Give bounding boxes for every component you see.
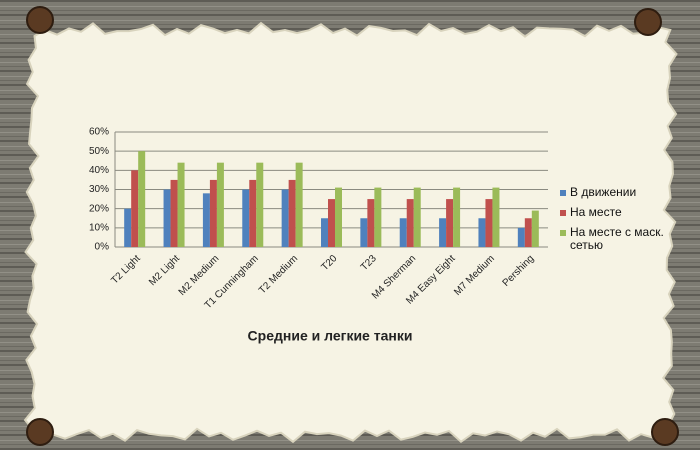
bar bbox=[478, 218, 486, 247]
bar bbox=[216, 162, 224, 247]
bar bbox=[202, 193, 210, 247]
bar bbox=[138, 151, 146, 247]
bar bbox=[335, 187, 342, 247]
bar bbox=[492, 187, 500, 247]
bar bbox=[288, 179, 296, 247]
bar bbox=[439, 218, 447, 247]
bar bbox=[360, 218, 368, 247]
bar bbox=[485, 199, 493, 247]
bar bbox=[281, 189, 289, 247]
bar bbox=[374, 187, 382, 247]
y-tick-label: 50% bbox=[89, 146, 109, 157]
legend-swatch bbox=[560, 210, 566, 216]
y-tick-label: 40% bbox=[89, 165, 109, 176]
y-tick-label: 10% bbox=[89, 222, 109, 233]
bar bbox=[406, 199, 414, 247]
bar bbox=[209, 179, 217, 247]
bar bbox=[328, 199, 335, 247]
bar bbox=[367, 199, 375, 247]
legend-label: На месте с маск. сетью bbox=[570, 225, 664, 252]
bar bbox=[249, 179, 257, 247]
bar bbox=[524, 218, 532, 247]
bar bbox=[163, 189, 171, 247]
legend-swatch bbox=[560, 230, 566, 236]
bar bbox=[295, 162, 303, 247]
bar bbox=[413, 187, 421, 247]
bar bbox=[124, 208, 132, 247]
bar bbox=[446, 199, 454, 247]
bar bbox=[177, 162, 185, 247]
bar bbox=[321, 218, 328, 247]
nails bbox=[26, 6, 679, 446]
bar bbox=[170, 179, 178, 247]
legend-swatch bbox=[560, 190, 566, 196]
y-tick-label: 60% bbox=[89, 127, 109, 138]
bar bbox=[531, 210, 539, 247]
bar bbox=[399, 218, 407, 247]
legend-label: На месте bbox=[570, 205, 622, 219]
y-tick-label: 30% bbox=[89, 184, 109, 195]
chart-title: Средние и легкие танки bbox=[248, 328, 413, 344]
y-tick-label: 20% bbox=[89, 203, 109, 214]
bar bbox=[517, 227, 525, 247]
legend-label: В движении bbox=[570, 185, 637, 199]
bar bbox=[256, 162, 264, 247]
bar bbox=[242, 189, 250, 247]
bar bbox=[453, 187, 461, 247]
y-tick-label: 0% bbox=[95, 242, 110, 253]
bar bbox=[131, 170, 139, 247]
